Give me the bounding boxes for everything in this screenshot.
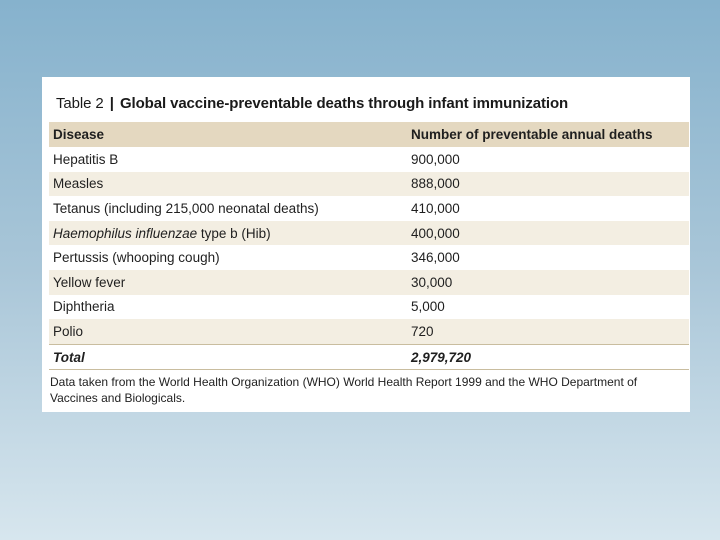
table-number: Table 2 [56, 95, 104, 112]
total-label: Total [49, 343, 405, 371]
header-disease: Disease [53, 127, 105, 142]
table-row: Pertussis (whooping cough) 346,000 [49, 245, 689, 270]
deaths-cell: 30,000 [411, 274, 453, 290]
table-card: Table 2 | Global vaccine-preventable dea… [42, 77, 690, 412]
disease-cell: Measles [53, 176, 104, 192]
deaths-cell: 346,000 [411, 250, 460, 266]
table-row: Hepatitis B 900,000 [49, 147, 689, 172]
table-row: Yellow fever 30,000 [49, 269, 689, 295]
table-row: Measles 888,000 [49, 171, 689, 197]
deaths-table: Disease Number of preventable annual dea… [49, 122, 689, 371]
disease-cell: Polio [53, 323, 84, 339]
caption-separator: | [109, 95, 114, 112]
deaths-cell: 5,000 [411, 299, 445, 315]
total-row: Total 2,979,720 [49, 343, 689, 371]
disease-cell: Yellow fever [53, 274, 126, 290]
table-row: Tetanus (including 215,000 neonatal deat… [49, 196, 689, 221]
table-header-row: Disease Number of preventable annual dea… [49, 122, 689, 147]
disease-cell: Tetanus (including 215,000 neonatal deat… [53, 200, 319, 216]
disease-cell: Diphtheria [53, 299, 115, 315]
table-title: Global vaccine-preventable deaths throug… [119, 95, 569, 112]
table-footnote: Data taken from the World Health Organiz… [50, 375, 638, 405]
table-row: Diphtheria 5,000 [49, 294, 689, 320]
table-row: Haemophilus influenzae type b (Hib) 400,… [49, 220, 689, 246]
disease-cell: Haemophilus influenzae type b (Hib) [53, 225, 271, 241]
table-row: Polio 720 [49, 319, 689, 345]
deaths-cell: 410,000 [411, 200, 460, 216]
table-caption: Table 2 | Global vaccine-preventable dea… [56, 95, 682, 112]
deaths-cell: 720 [411, 323, 434, 339]
disease-cell: Hepatitis B [53, 151, 119, 167]
disease-cell: Pertussis (whooping cough) [53, 250, 220, 266]
total-value: 2,979,720 [405, 343, 689, 371]
header-deaths: Number of preventable annual deaths [411, 127, 653, 142]
deaths-cell: 400,000 [411, 225, 460, 241]
deaths-cell: 900,000 [411, 151, 460, 167]
deaths-cell: 888,000 [411, 176, 460, 192]
